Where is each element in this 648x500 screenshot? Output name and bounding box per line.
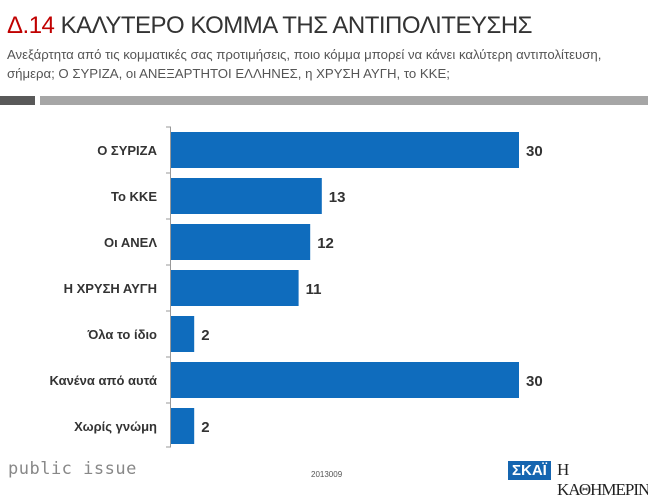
bar xyxy=(171,316,195,352)
data-label: 13 xyxy=(329,189,346,206)
title-text: ΚΑΛΥΤΕΡΟ ΚΟΜΜΑ ΤΗΣ ΑΝΤΙΠΟΛΙΤΕΥΣΗΣ xyxy=(60,12,533,39)
category-label: Χωρίς γνώμη xyxy=(74,419,157,434)
category-label: Η ΧΡΥΣΗ ΑΥΓΗ xyxy=(64,281,157,296)
question-code: Δ.14 xyxy=(7,12,55,39)
page-title: Δ.14 ΚΑΛΥΤΕΡΟ ΚΟΜΜΑ ΤΗΣ ΑΝΤΙΠΟΛΙΤΕΥΣΗΣ xyxy=(7,12,533,40)
bar xyxy=(171,270,299,306)
question-text: Ανεξάρτητα από τις κομματικές σας προτιμ… xyxy=(7,47,602,81)
skai-logo: ΣΚΑΪ xyxy=(508,461,551,480)
data-label: 12 xyxy=(317,235,334,252)
bar-chart: Ο ΣΥΡΙΖΑ 30 Το ΚΚΕ 13 Οι ΑΝΕΛ 12 Η ΧΡΥΣΗ ΑΥΓΗ 1… xyxy=(50,126,543,448)
data-label: 30 xyxy=(526,143,543,160)
data-label: 30 xyxy=(526,373,543,390)
kathimerini-logo: Η ΚΑΘΗΜΕΡΙΝΗ xyxy=(557,460,648,499)
bar xyxy=(171,408,195,444)
category-label: Ο ΣΥΡΙΖΑ xyxy=(97,143,157,158)
data-label: 2 xyxy=(201,327,209,344)
category-label: Το ΚΚΕ xyxy=(111,189,157,204)
divider-dark xyxy=(0,96,35,105)
data-label: 11 xyxy=(306,281,322,298)
data-label: 2 xyxy=(201,419,209,436)
bar xyxy=(171,362,519,398)
category-label: Οι ΑΝΕΛ xyxy=(104,235,157,250)
category-label: Όλα το ίδιο xyxy=(87,327,157,342)
bar xyxy=(171,178,322,214)
public-issue-logo: public issue xyxy=(8,459,137,479)
bar xyxy=(171,132,519,168)
survey-code: 2013009 xyxy=(311,470,343,479)
category-label: Κανένα από αυτά xyxy=(50,373,158,388)
bar xyxy=(171,224,311,260)
divider-light xyxy=(40,96,648,105)
